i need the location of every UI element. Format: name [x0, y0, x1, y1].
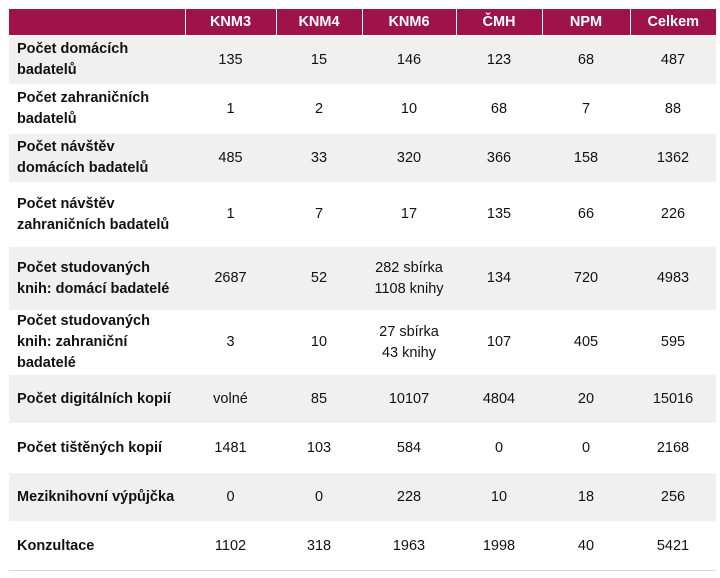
table-cell: 405 — [542, 310, 630, 375]
row-label: Počet studovaných knih: zahraniční badat… — [9, 310, 185, 375]
table-cell: 366 — [456, 133, 542, 183]
header-cell-knm6: KNM6 — [361, 9, 456, 36]
header-cell-total: Celkem — [629, 9, 716, 36]
table-cell-line: 27 sbírka — [379, 323, 439, 340]
table-cell: 123 — [456, 35, 542, 85]
header-cell-empty — [9, 9, 185, 36]
table-cell: 282 sbírka 1108 knihy — [362, 246, 456, 311]
table-cell: 228 — [362, 472, 456, 522]
table-cell: 256 — [630, 472, 716, 522]
row-label: Počet zahraničních badatelů — [9, 84, 185, 134]
row-label: Počet studovaných knih: domácí badatelé — [9, 246, 185, 311]
table-row: Meziknihovní výpůjčka 0 0 228 10 18 256 — [9, 472, 716, 522]
row-label: Konzultace — [9, 521, 185, 571]
table-cell: 595 — [630, 310, 716, 375]
table-cell: 2168 — [630, 423, 716, 473]
table-cell: 146 — [362, 35, 456, 85]
table-cell: 134 — [456, 246, 542, 311]
table-cell: 487 — [630, 35, 716, 85]
table-cell: 4804 — [456, 374, 542, 424]
table-cell: 17 — [362, 182, 456, 247]
table-cell: 7 — [276, 182, 362, 247]
table-cell: 0 — [185, 472, 276, 522]
table-cell: 27 sbírka 43 knihy — [362, 310, 456, 375]
table-row: Počet návštěv domácích badatelů 485 33 320 3… — [9, 133, 716, 183]
table-row: Počet tištěných kopií 1481 103 584 0 0 2168 — [9, 423, 716, 473]
table-cell: 2 — [276, 84, 362, 134]
table-cell: 4983 — [630, 246, 716, 311]
table-cell: 0 — [456, 423, 542, 473]
table-cell: 68 — [542, 35, 630, 85]
statistics-table: KNM3 KNM4 KNM6 ČMH NPM Celkem Počet domá… — [9, 9, 716, 571]
table-cell-line: 43 knihy — [381, 344, 436, 361]
table-cell: 40 — [542, 521, 630, 571]
table-cell: 5421 — [630, 521, 716, 571]
table-cell: 1362 — [630, 133, 716, 183]
table-cell: 107 — [456, 310, 542, 375]
row-label: Počet návštěv domácích badatelů — [9, 133, 185, 183]
table-cell: 135 — [185, 35, 276, 85]
row-label: Počet digitálních kopií — [9, 374, 185, 424]
table-cell: 15016 — [630, 374, 716, 424]
table-cell: 1 — [185, 84, 276, 134]
table-cell: 88 — [630, 84, 716, 134]
table-cell: 7 — [542, 84, 630, 134]
header-row: KNM3 KNM4 KNM6 ČMH NPM Celkem — [9, 9, 716, 36]
table-cell: 18 — [542, 472, 630, 522]
table-cell-line: 1108 knihy — [374, 280, 444, 297]
header-cell-cmh: ČMH — [455, 9, 542, 36]
table-cell: 1 — [185, 182, 276, 247]
table-cell: 720 — [542, 246, 630, 311]
table-row: Počet digitálních kopií volné 85 10107 4804 2… — [9, 374, 716, 424]
table-cell: 1102 — [185, 521, 276, 571]
table-cell: 52 — [276, 246, 362, 311]
table-cell: 158 — [542, 133, 630, 183]
table-row: Konzultace 1102 318 1963 1998 40 5421 — [9, 521, 716, 571]
table-cell: 226 — [630, 182, 716, 247]
table-cell: 15 — [276, 35, 362, 85]
table-cell: 584 — [362, 423, 456, 473]
header-cell-npm: NPM — [541, 9, 630, 36]
table-cell: 135 — [456, 182, 542, 247]
table-cell: 1963 — [362, 521, 456, 571]
row-label: Počet návštěv zahraničních badatelů — [9, 182, 185, 247]
table-cell: 1998 — [456, 521, 542, 571]
table-cell: 10 — [276, 310, 362, 375]
table-cell: 0 — [542, 423, 630, 473]
table-row: Počet studovaných knih: domácí badatelé 2… — [9, 246, 716, 311]
table-row: Počet studovaných knih: zahraniční badat… — [9, 310, 716, 375]
table-cell: 33 — [276, 133, 362, 183]
table-cell: 20 — [542, 374, 630, 424]
table-row: Počet návštěv zahraničních badatelů 1 7 17 1… — [9, 182, 716, 247]
table-cell: 318 — [276, 521, 362, 571]
table-cell: 485 — [185, 133, 276, 183]
table-cell: 66 — [542, 182, 630, 247]
header-cell-knm4: KNM4 — [275, 9, 362, 36]
table-cell: 0 — [276, 472, 362, 522]
table-cell: 10 — [456, 472, 542, 522]
table-cell: volné — [185, 374, 276, 424]
table-cell: 3 — [185, 310, 276, 375]
table-cell: 85 — [276, 374, 362, 424]
row-label: Počet tištěných kopií — [9, 423, 185, 473]
table-row: Počet domácích badatelů 135 15 146 123 68 487 — [9, 35, 716, 85]
table-cell-line: 282 sbírka — [375, 259, 443, 276]
row-label: Meziknihovní výpůjčka — [9, 472, 185, 522]
header-cell-knm3: KNM3 — [184, 9, 276, 36]
table-cell: 1481 — [185, 423, 276, 473]
table-row: Počet zahraničních badatelů 1 2 10 68 7 88 — [9, 84, 716, 134]
table-cell: 68 — [456, 84, 542, 134]
table-cell: 2687 — [185, 246, 276, 311]
table-cell: 320 — [362, 133, 456, 183]
table-cell: 10 — [362, 84, 456, 134]
row-label: Počet domácích badatelů — [9, 35, 185, 85]
table-cell: 10107 — [362, 374, 456, 424]
table-cell: 103 — [276, 423, 362, 473]
